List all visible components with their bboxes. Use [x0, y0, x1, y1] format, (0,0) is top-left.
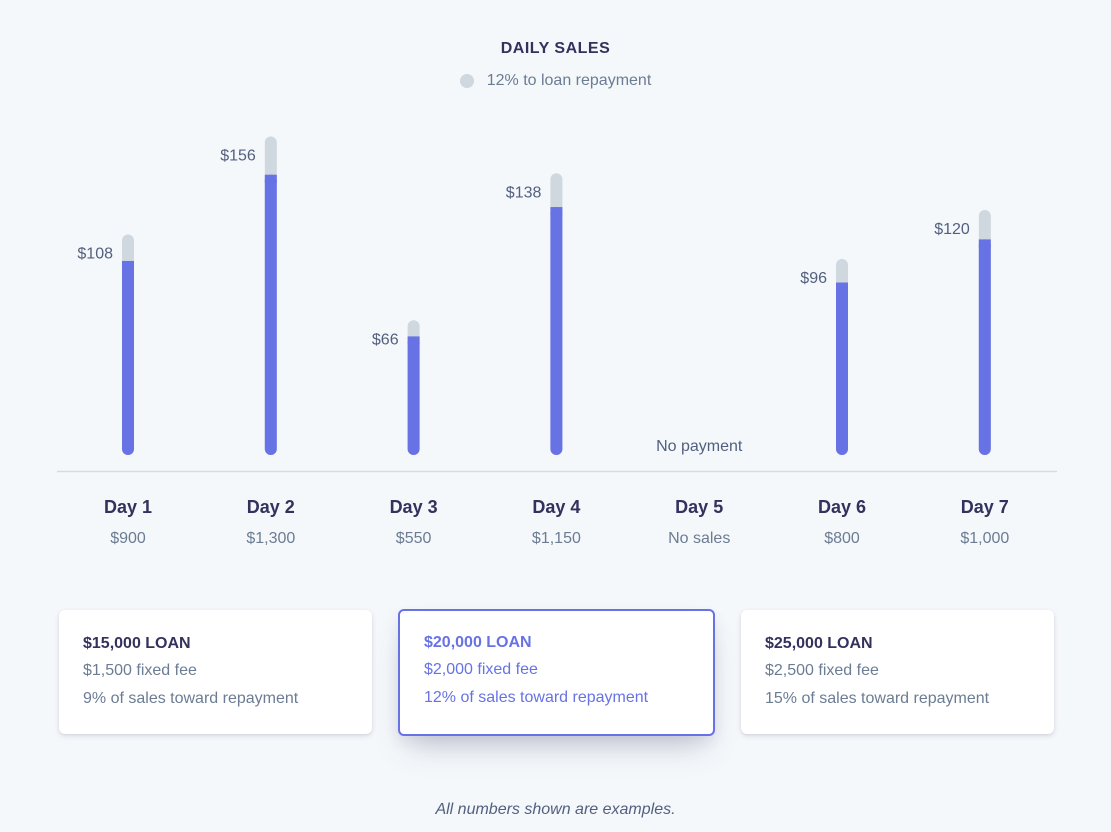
loan-card-20000[interactable]: $20,000 LOAN $2,000 fixed fee 12% of sal… [398, 609, 715, 736]
repayment-label: $108 [77, 246, 113, 263]
sales-label: No sales [668, 530, 730, 547]
loan-repayment-rate: 9% of sales toward repayment [83, 690, 299, 707]
legend-dot-icon [459, 74, 474, 88]
loan-card-25000[interactable]: $25,000 LOAN $2,500 fixed fee 15% of sal… [741, 610, 1054, 734]
loan-amount: $20,000 LOAN [424, 634, 532, 651]
sales-label: $1,300 [246, 530, 295, 547]
x-tick-label: Day 3 [390, 497, 438, 517]
repayment-label: $66 [372, 331, 399, 348]
x-tick-label: Day 5 [675, 497, 723, 517]
sales-label: $1,000 [960, 530, 1009, 547]
sales-bar-top [550, 207, 563, 216]
x-tick-label: Day 6 [818, 497, 866, 517]
sales-bar [122, 260, 134, 455]
sales-bar [836, 282, 848, 455]
daily-sales-chart: $108 Day 1 $900 $156 Day 2 $1,300 $66 Day 3 $550… [57, 136, 1057, 547]
repayment-label: $138 [506, 184, 542, 201]
chart-legend: 12% to loan repayment [0, 72, 1111, 90]
loan-options: $15,000 LOAN $1,500 fixed fee 9% of sale… [59, 609, 1055, 736]
sales-bar [407, 336, 420, 455]
loan-fee: $2,500 fixed fee [765, 662, 879, 679]
sales-bar-top [978, 239, 991, 248]
chart-title: DAILY SALES [500, 40, 611, 57]
loan-repayment-rate: 12% of sales toward repayment [424, 689, 649, 706]
repayment-label: $96 [800, 270, 827, 287]
loan-amount: $15,000 LOAN [83, 635, 191, 652]
sales-label: $550 [396, 530, 432, 547]
sales-bar [550, 207, 563, 455]
sales-bar-top [264, 174, 277, 183]
loan-repayment-rate: 15% of sales toward repayment [765, 690, 990, 707]
sales-label: $800 [824, 530, 860, 547]
loan-card-15000[interactable]: $15,000 LOAN $1,500 fixed fee 9% of sale… [59, 610, 372, 734]
repayment-label: $120 [934, 221, 970, 238]
x-tick-label: Day 1 [104, 497, 152, 517]
footnote: All numbers shown are examples. [435, 801, 676, 818]
x-tick-label: Day 7 [961, 497, 1009, 517]
loan-amount: $25,000 LOAN [765, 635, 873, 652]
sales-bar-top [836, 282, 848, 291]
x-tick-label: Day 2 [247, 497, 295, 517]
legend-label: 12% to loan repayment [486, 72, 652, 89]
x-tick-label: Day 4 [532, 497, 580, 517]
loan-fee: $2,000 fixed fee [424, 661, 538, 678]
loan-fee: $1,500 fixed fee [83, 662, 197, 679]
sales-label: $900 [110, 530, 146, 547]
sales-bar [978, 239, 991, 455]
sales-bar-top [122, 260, 134, 269]
repayment-label: No payment [656, 438, 743, 455]
repayment-label: $156 [220, 148, 256, 165]
sales-bar-top [407, 336, 420, 345]
sales-bar [264, 174, 277, 455]
sales-label: $1,150 [532, 530, 581, 547]
